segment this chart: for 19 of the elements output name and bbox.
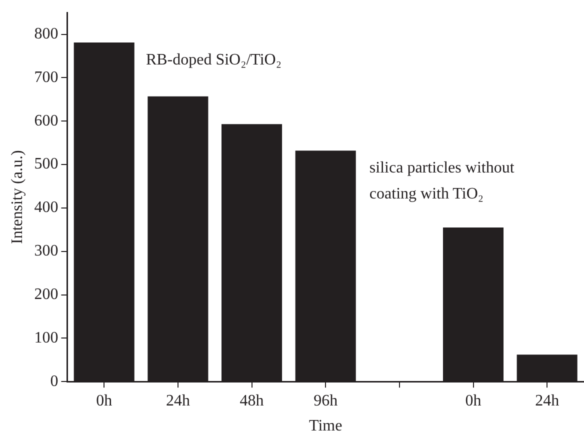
y-tick-label: 800 (34, 26, 58, 43)
annotation: RB-doped SiO₂/TiO₂ (146, 52, 282, 69)
y-tick-label: 400 (34, 199, 58, 216)
y-tick-label: 200 (34, 286, 58, 303)
x-tick-label: 0h (96, 392, 112, 410)
y-tick-label: 500 (34, 156, 58, 173)
x-tick-label: 0h (465, 392, 482, 410)
y-tick-label: 0 (50, 372, 58, 390)
annotation: silica particles without coating with TiO₂ (369, 160, 515, 203)
x-tick-label: 48h (240, 392, 264, 410)
y-tick-label: 100 (34, 329, 58, 346)
y-tick-label: 700 (34, 68, 58, 86)
x-tick-label: 24h (535, 392, 560, 410)
y-tick-label: 600 (34, 112, 58, 130)
x-tick-label: 96h (314, 392, 338, 410)
x-axis-title: Time (309, 418, 342, 435)
x-tick-label: 24h (166, 392, 190, 410)
y-axis-title: Intensity (a.u.) (8, 150, 26, 244)
y-tick-label: 300 (34, 242, 58, 260)
